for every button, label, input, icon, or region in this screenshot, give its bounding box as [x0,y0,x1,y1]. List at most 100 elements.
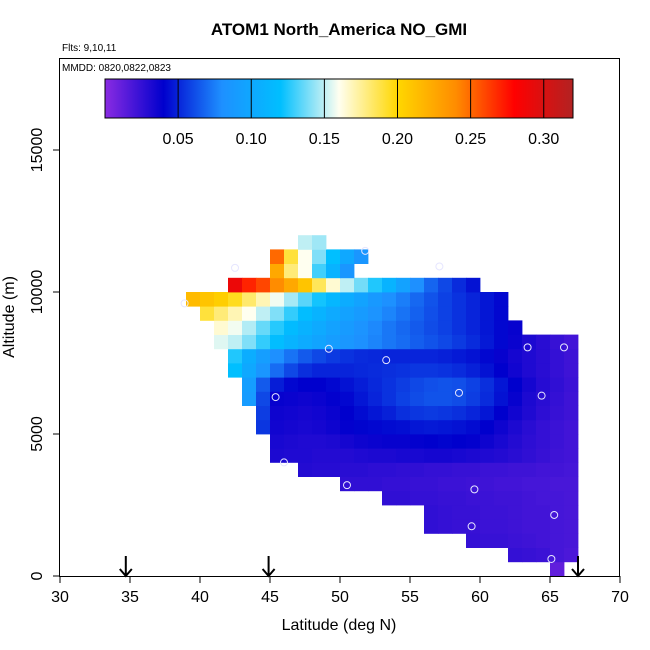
heatmap-cell [298,419,313,435]
heatmap-cell [214,306,229,321]
heatmap-cell [326,306,341,321]
heatmap-cell [214,334,229,350]
heatmap-cell [508,547,523,563]
x-tick-label: 50 [331,589,349,606]
heatmap-cell [284,306,299,321]
heatmap-cell [312,434,327,449]
heatmap-cell [480,405,495,421]
heatmap-cell [452,448,467,463]
heatmap-cell [256,405,271,421]
heatmap-cell [480,363,495,378]
heatmap-cell [396,434,411,449]
heatmap-cell [256,348,271,364]
heatmap-cell [494,462,509,477]
heatmap-cell [536,363,551,378]
heatmap-cell [396,405,411,421]
heatmap-cell [410,306,425,321]
heatmap-cell [564,533,579,548]
heatmap-cell [424,377,439,392]
heatmap-cell [382,476,397,492]
heatmap-cell [382,462,397,477]
heatmap-cell [550,391,565,406]
heatmap-cell [382,448,397,463]
heatmap-cell [494,434,509,449]
heatmap-cell [298,405,313,421]
dates-label: MMDD: 0820,0822,0823 [62,63,171,74]
heatmap-cell [452,519,467,534]
heatmap-cell [480,391,495,406]
heatmap-cell [368,363,383,378]
flight-point [361,246,370,255]
heatmap-cell [326,405,341,421]
heatmap-cell [466,391,481,406]
heatmap-cell [564,505,579,520]
heatmap-cell [508,391,523,406]
heatmap-cell [424,448,439,463]
flight-point [231,263,239,272]
heatmap-cell [494,448,509,463]
heatmap-cell [550,533,565,548]
heatmap-cell [326,419,341,435]
heatmap-cell [270,434,285,449]
heatmap-cell [536,476,551,492]
heatmap-cell [214,292,229,307]
heatmap-cell [424,391,439,406]
heatmap-cell [270,419,285,435]
heatmap-cell [466,334,481,350]
x-tick-label: 30 [51,589,69,606]
heatmap-cell [298,306,313,321]
heatmap-cell [550,462,565,477]
heatmap-cell [382,320,397,335]
heatmap-cell [494,405,509,421]
heatmap-cell [396,419,411,435]
heatmap-cell [550,348,565,364]
heatmap-cell [326,292,341,307]
heatmap-cell [382,363,397,378]
heatmap-cell [480,476,495,492]
heatmap-cell [508,434,523,449]
heatmap-cell [312,277,327,293]
heatmap-cell [522,519,537,534]
heatmap-cell [270,448,285,463]
heatmap-cell [522,405,537,421]
heatmap-cell [382,306,397,321]
heatmap-cell [438,391,453,406]
heatmap-cell [438,505,453,520]
heatmap-cell [480,320,495,335]
heatmap-cell [410,334,425,350]
heatmap-cell [494,363,509,378]
heatmap-cell [550,448,565,463]
heatmap-cell [536,519,551,534]
heatmap-cell [382,292,397,307]
flight-point [547,554,556,563]
heatmap-cell [396,490,411,506]
heatmap-cell [522,334,537,350]
heatmap-cell [382,334,397,350]
heatmap-cell [480,448,495,463]
flight-point [271,393,280,402]
flight-point [560,343,568,352]
heatmap-cell [284,391,299,406]
heatmap-cell [522,448,537,463]
heatmap-cell [522,348,537,364]
heatmap-cell [340,476,355,492]
heatmap-cell [396,391,411,406]
heatmap-cell [242,306,257,321]
heatmap-cell [256,419,271,435]
heatmap-cell [452,476,467,492]
heatmap-cell [438,348,453,364]
heatmap-cell [424,519,439,534]
heatmap-cell [466,462,481,477]
heatmap-cell [396,348,411,364]
heatmap-cell [466,476,481,492]
flight-point [435,262,444,271]
heatmap-cell [256,363,271,378]
colorbar-tick-label: 0.05 [163,131,194,148]
heatmap-cell [326,263,341,279]
heatmap-cell [284,292,299,307]
heatmap-cell [564,363,579,378]
heatmap-cell [438,490,453,506]
heatmap-cell [452,462,467,477]
heatmap-cell [256,277,271,293]
heatmap-cell [508,519,523,534]
